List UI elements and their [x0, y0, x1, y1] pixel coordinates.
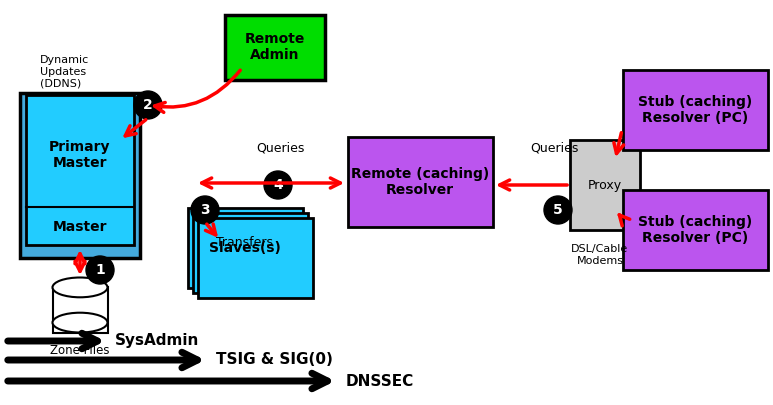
Bar	[20, 92, 140, 258]
Bar	[348, 137, 492, 227]
Text: Zone Files: Zone Files	[50, 345, 110, 358]
Bar	[622, 70, 768, 150]
Bar	[197, 218, 312, 298]
Ellipse shape	[53, 277, 107, 297]
Text: TSIG & SIG(0): TSIG & SIG(0)	[216, 352, 333, 367]
Text: Slaves(s): Slaves(s)	[209, 241, 281, 255]
Circle shape	[134, 91, 162, 119]
Bar	[188, 208, 302, 288]
Text: 3: 3	[200, 203, 209, 217]
Circle shape	[86, 256, 114, 284]
Text: Master: Master	[53, 220, 107, 234]
Circle shape	[191, 196, 219, 224]
Text: Queries: Queries	[530, 141, 578, 154]
Text: 2: 2	[143, 98, 153, 112]
Text: 1: 1	[95, 263, 105, 277]
Bar	[192, 213, 308, 293]
Bar	[26, 95, 134, 245]
Text: Primary
Master: Primary Master	[49, 140, 111, 170]
Text: Proxy: Proxy	[588, 179, 622, 192]
Text: Stub (caching)
Resolver (PC): Stub (caching) Resolver (PC)	[638, 215, 752, 245]
Text: Dynamic
Updates
(DDNS): Dynamic Updates (DDNS)	[40, 55, 89, 89]
Bar	[53, 288, 107, 333]
Ellipse shape	[53, 313, 107, 333]
Text: Transfers: Transfers	[216, 237, 273, 249]
Text: 4: 4	[273, 178, 283, 192]
Circle shape	[544, 196, 572, 224]
Text: DSL/Cable
Modems: DSL/Cable Modems	[571, 244, 628, 266]
Text: Queries: Queries	[256, 141, 305, 154]
Bar	[570, 140, 640, 230]
Text: 5: 5	[553, 203, 563, 217]
Circle shape	[264, 171, 292, 199]
Text: SysAdmin: SysAdmin	[115, 333, 199, 348]
Bar	[225, 15, 325, 79]
Text: Remote (caching)
Resolver: Remote (caching) Resolver	[351, 167, 489, 197]
Text: DNSSEC: DNSSEC	[346, 373, 414, 388]
Bar	[622, 190, 768, 270]
Text: Stub (caching)
Resolver (PC): Stub (caching) Resolver (PC)	[638, 95, 752, 125]
Text: Remote
Admin: Remote Admin	[245, 32, 305, 62]
